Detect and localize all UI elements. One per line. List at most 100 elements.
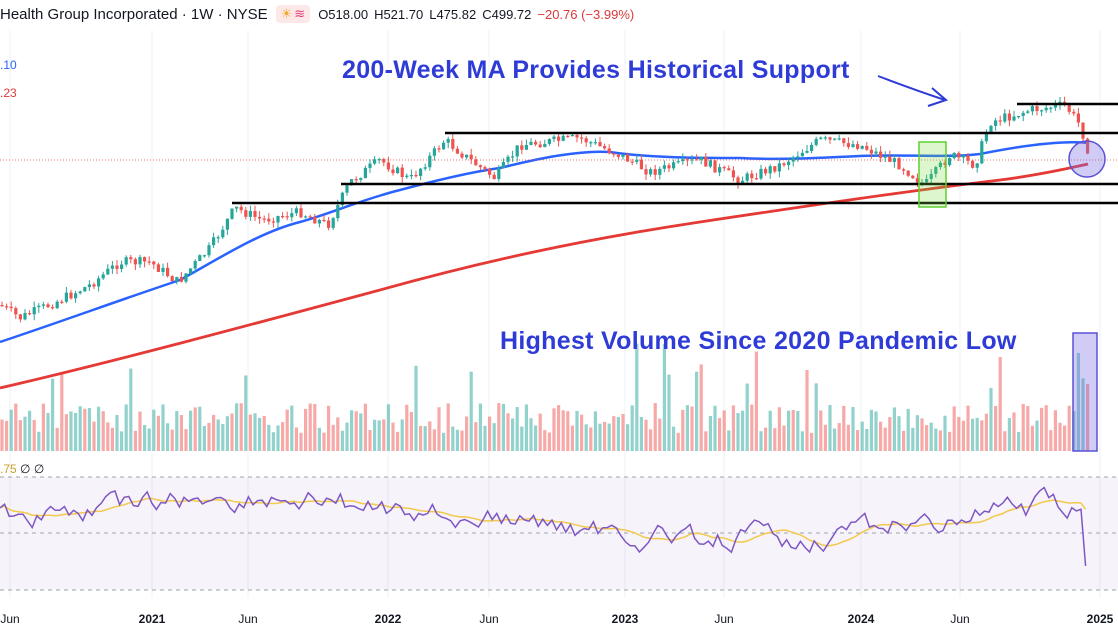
candle-body [74,293,78,299]
volume-bar [662,343,666,451]
x-tick-label: 2022 [374,612,402,626]
volume-bar [883,427,887,451]
volume-bar [653,403,657,451]
volume-bar [377,420,381,451]
volume-bar [787,410,791,451]
candle-body [570,135,574,137]
volume-bar [78,406,82,451]
symbol-title[interactable]: Health Group Incorporated · 1W · NYSE [0,5,268,23]
volume-bar [865,428,869,451]
volume-bar [1067,405,1071,451]
volume-bar [699,364,703,451]
candle-body [833,138,837,140]
ma-fast-line [0,140,1089,344]
volume-bar [810,432,814,451]
volume-bar [299,432,303,451]
candle-body [943,162,947,166]
volume-bar [258,417,262,451]
candle-body [676,161,680,163]
volume-bar [920,418,924,451]
candle-body [529,141,533,145]
volume-bar [281,422,285,451]
volume-bar [796,411,800,451]
candle-body [0,305,4,307]
candle-body [83,287,87,292]
volume-bar [938,430,942,451]
volume-bar [603,421,607,451]
candle-body [423,167,427,169]
volume-bar [285,409,289,451]
candle-body [460,153,464,158]
volume-bar [55,427,59,451]
volume-bar [584,424,588,451]
candle-body [92,284,96,287]
volume-bar [948,431,952,451]
volume-highlight-box [1072,332,1098,452]
candle-body [980,141,984,164]
volume-bar [400,419,404,451]
volume-bar [626,424,630,451]
x-tick-label: 2025 [1086,612,1114,626]
candle-body [538,144,542,148]
market-status-badge[interactable]: ☀ ≋ [275,5,311,23]
volume-bar [143,425,147,451]
candle-body [382,159,386,163]
candle-body [685,159,689,161]
candle-body [37,305,41,308]
candle-body [124,257,128,265]
candle-body [189,268,193,274]
volume-bar [391,422,395,451]
volume-bar [308,403,312,451]
candle-body [377,159,381,161]
candle-body [727,168,731,171]
volume-bar [1035,420,1039,451]
volume-bar [354,411,358,451]
candle-body [649,169,653,175]
candle-body [1072,111,1076,114]
volume-bar [340,430,344,451]
volume-bar [754,351,758,451]
volume-bar [133,430,137,451]
volume-bar [221,424,225,451]
candle-body [998,120,1002,122]
candle-body [860,145,864,149]
volume-bar [791,409,795,451]
volume-bar [156,415,160,451]
volume-bar [1058,422,1062,451]
volume-bar [501,403,505,451]
candle-body [290,213,294,218]
candle-body [672,162,676,169]
annotation-arrow [877,75,946,101]
volume-bar [336,417,340,451]
candle-body [455,148,459,154]
rsi-legend: .75 ∅ ∅ [0,462,44,476]
candle-body [414,174,418,177]
candle-body [428,155,432,168]
candle-body [64,292,68,302]
candle-body [143,257,147,262]
candle-body [644,169,648,175]
sun-icon: ☀ [280,6,293,21]
volume-bar [777,407,781,451]
candle-body [184,273,188,282]
volume-bar [667,374,671,451]
volume-bar [1007,418,1011,451]
candle-body [777,163,781,172]
candle-body [336,205,340,219]
volume-bar [414,365,418,451]
candle-body [212,237,216,246]
candle-body [405,175,409,178]
candle-body [308,216,312,218]
volume-bar [106,422,110,451]
volume-bar [350,410,354,451]
volume-bar [497,403,501,451]
candle-body [170,276,174,282]
candle-body [313,217,317,224]
candle-body [639,159,643,170]
candle-body [906,170,910,176]
candle-body [78,291,82,294]
candle-body [768,166,772,174]
candle-body [51,307,55,309]
volume-bar [225,416,229,451]
candle-body [658,168,662,175]
